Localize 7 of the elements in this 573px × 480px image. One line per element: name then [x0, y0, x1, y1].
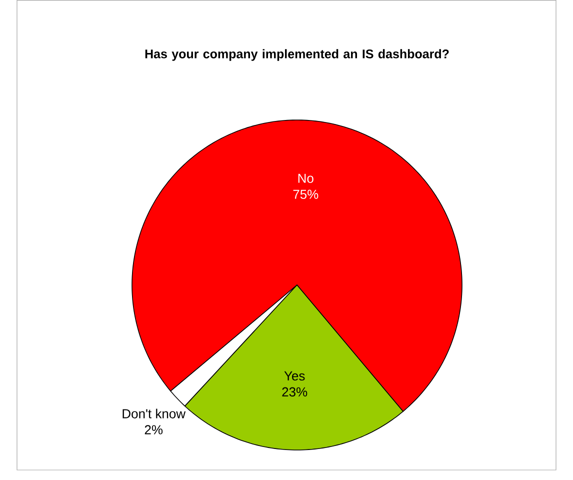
- chart-title: Has your company implemented an IS dashboard?: [145, 49, 449, 61]
- slice-label: Yes: [284, 371, 305, 380]
- data-label: 23%: [282, 387, 308, 396]
- data-label: 2%: [144, 425, 163, 434]
- slice-label: Don't know: [122, 408, 186, 418]
- data-label: 75%: [293, 190, 318, 199]
- slice-label: No: [298, 174, 314, 183]
